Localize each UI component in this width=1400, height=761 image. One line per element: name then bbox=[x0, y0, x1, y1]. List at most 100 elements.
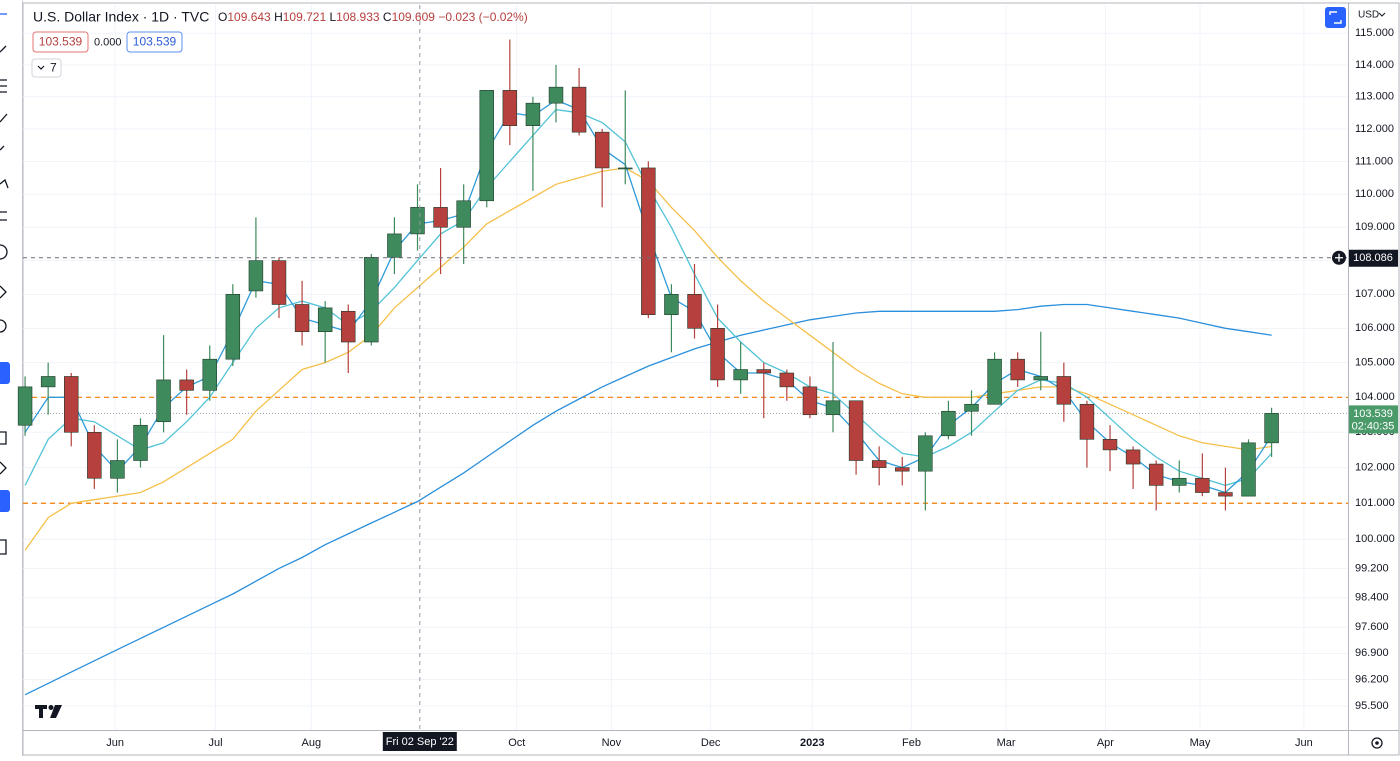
collapse-button[interactable] bbox=[31, 58, 62, 78]
y-tick-label: 115.000 bbox=[1355, 27, 1394, 39]
indicator-value: 0.000 bbox=[94, 36, 122, 48]
candle-body bbox=[456, 200, 471, 228]
tool-icon[interactable] bbox=[0, 362, 10, 384]
candle-body bbox=[202, 358, 217, 391]
candle-body bbox=[848, 400, 864, 461]
candle-body bbox=[1195, 477, 1210, 493]
x-tick-label: Jun bbox=[1295, 737, 1313, 749]
candle-body bbox=[1241, 442, 1256, 497]
ohlc-value: 109.643 bbox=[227, 10, 271, 24]
candle-body bbox=[479, 90, 494, 202]
settings-icon[interactable] bbox=[1371, 737, 1383, 749]
tool-icon[interactable] bbox=[0, 113, 8, 123]
indicator-value: 103.539 bbox=[133, 35, 177, 49]
x-tick-label: Aug bbox=[302, 737, 322, 749]
x-tick-label: Apr bbox=[1097, 737, 1114, 749]
scale-button[interactable] bbox=[1325, 7, 1346, 28]
tool-icon[interactable] bbox=[0, 79, 7, 93]
candle-body bbox=[987, 358, 1002, 405]
x-tick-label: 2023 bbox=[800, 737, 824, 749]
y-tick-label: 99.200 bbox=[1355, 562, 1389, 574]
candle-body bbox=[433, 207, 448, 228]
tool-icon[interactable] bbox=[0, 244, 8, 260]
scale-icon bbox=[1329, 11, 1342, 24]
settings-icon-center bbox=[1375, 741, 1379, 745]
ohlc-key: H bbox=[274, 10, 283, 24]
tool-icon[interactable] bbox=[0, 490, 10, 512]
y-tick-label: 106.000 bbox=[1355, 322, 1395, 334]
indicator-box[interactable] bbox=[126, 31, 183, 53]
collapsed-count: 7 bbox=[50, 61, 57, 75]
tool-icon[interactable] bbox=[0, 319, 7, 333]
moving-average-line bbox=[24, 303, 1272, 696]
candle-body bbox=[1102, 439, 1118, 451]
x-tick-label: Jun bbox=[106, 737, 124, 749]
x-tick-label: May bbox=[1190, 737, 1211, 749]
candle-body bbox=[364, 256, 379, 343]
y-tick-label: 112.000 bbox=[1355, 123, 1394, 135]
candle-body bbox=[156, 379, 171, 423]
candle-body bbox=[756, 369, 771, 374]
left-toolbar bbox=[0, 13, 10, 555]
y-tick-label: 98.400 bbox=[1355, 592, 1389, 604]
tool-icon[interactable] bbox=[0, 45, 7, 53]
tool-icon[interactable] bbox=[0, 539, 7, 555]
candle-body bbox=[1056, 376, 1072, 405]
tool-icon[interactable] bbox=[0, 211, 7, 221]
currency-chevron bbox=[1378, 12, 1386, 17]
y-tick-label: 113.000 bbox=[1355, 91, 1394, 103]
candle-body bbox=[1218, 492, 1233, 497]
x-tick-label: Oct bbox=[508, 737, 525, 749]
y-tick-label: 100.000 bbox=[1355, 533, 1395, 545]
y-tick-label: 95.500 bbox=[1355, 700, 1389, 712]
candle-body bbox=[687, 294, 702, 329]
y-tick-label: 111.000 bbox=[1355, 155, 1393, 167]
last-price-box bbox=[1349, 405, 1398, 434]
tool-icon[interactable] bbox=[0, 145, 5, 151]
countdown-label: 02:40:35 bbox=[1352, 420, 1395, 432]
indicator-value: 103.539 bbox=[39, 35, 83, 49]
candle-body bbox=[1172, 477, 1187, 486]
indicator-box[interactable] bbox=[32, 31, 89, 53]
candle-body bbox=[825, 400, 841, 416]
candle-body bbox=[618, 167, 633, 170]
y-tick-label: 109.000 bbox=[1355, 221, 1395, 233]
tool-icon[interactable] bbox=[0, 178, 9, 189]
candle-body bbox=[294, 304, 310, 333]
tool-icon[interactable] bbox=[0, 285, 7, 299]
crosshair-price-box bbox=[1349, 249, 1398, 267]
ohlc-key: C bbox=[383, 10, 392, 24]
x-tick-label: Jul bbox=[208, 737, 222, 749]
candle-body bbox=[548, 86, 564, 104]
candle-body bbox=[918, 435, 933, 472]
y-tick-label: 107.000 bbox=[1355, 288, 1395, 300]
currency-label[interactable]: USD bbox=[1358, 10, 1379, 21]
candle-body bbox=[271, 260, 287, 305]
tool-icon[interactable] bbox=[0, 461, 7, 475]
y-tick-label: 104.000 bbox=[1355, 391, 1395, 403]
ohlc-change: −0.023 (−0.02%) bbox=[438, 10, 527, 24]
y-tick-label: 97.600 bbox=[1355, 621, 1389, 633]
candle-body bbox=[941, 410, 956, 437]
crosshair-price-label: 108.086 bbox=[1353, 252, 1393, 264]
x-tick-label: Mar bbox=[997, 737, 1016, 749]
candle-body bbox=[341, 310, 356, 343]
candle-body bbox=[502, 90, 518, 127]
y-tick-label: 101.000 bbox=[1355, 497, 1395, 509]
y-tick-label: 96.900 bbox=[1355, 647, 1389, 659]
symbol-title: U.S. Dollar Index · 1D · TVC bbox=[33, 9, 209, 25]
x-tick-label: Dec bbox=[701, 737, 721, 749]
candle-body bbox=[225, 294, 241, 360]
chevron-icon bbox=[37, 65, 45, 70]
ohlc-readout: O109.643 H109.721 L108.933 C109.609 −0.0… bbox=[218, 10, 528, 24]
last-price-label: 103.539 bbox=[1353, 408, 1393, 420]
tool-icon[interactable] bbox=[0, 431, 7, 445]
candle-body bbox=[87, 431, 102, 479]
candle-body bbox=[710, 328, 725, 381]
tv-logo bbox=[35, 705, 62, 718]
chart-frame bbox=[22, 2, 1400, 756]
ohlc-key: L bbox=[329, 10, 336, 24]
candle-body bbox=[594, 131, 610, 169]
